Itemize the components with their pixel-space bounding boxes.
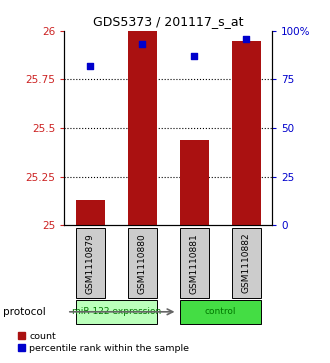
Text: protocol: protocol bbox=[3, 307, 46, 317]
Bar bbox=[180, 228, 209, 298]
Text: control: control bbox=[205, 307, 236, 316]
Bar bbox=[232, 41, 261, 225]
Text: GSM1110880: GSM1110880 bbox=[138, 233, 147, 294]
Bar bbox=[76, 300, 157, 323]
Bar bbox=[180, 140, 209, 225]
Text: GSM1110882: GSM1110882 bbox=[242, 233, 251, 294]
Bar bbox=[128, 228, 157, 298]
Text: GSM1110881: GSM1110881 bbox=[190, 233, 199, 294]
Point bbox=[244, 36, 249, 41]
Text: GSM1110879: GSM1110879 bbox=[86, 233, 95, 294]
Bar bbox=[232, 228, 261, 298]
Bar bbox=[76, 200, 105, 225]
Point bbox=[140, 41, 145, 47]
Title: GDS5373 / 201117_s_at: GDS5373 / 201117_s_at bbox=[93, 15, 244, 28]
Bar bbox=[128, 31, 157, 225]
Bar bbox=[76, 228, 105, 298]
Bar bbox=[180, 300, 261, 323]
Text: miR-122 expression: miR-122 expression bbox=[72, 307, 161, 316]
Legend: count, percentile rank within the sample: count, percentile rank within the sample bbox=[18, 332, 189, 352]
Point bbox=[192, 53, 197, 59]
Point bbox=[88, 63, 93, 69]
